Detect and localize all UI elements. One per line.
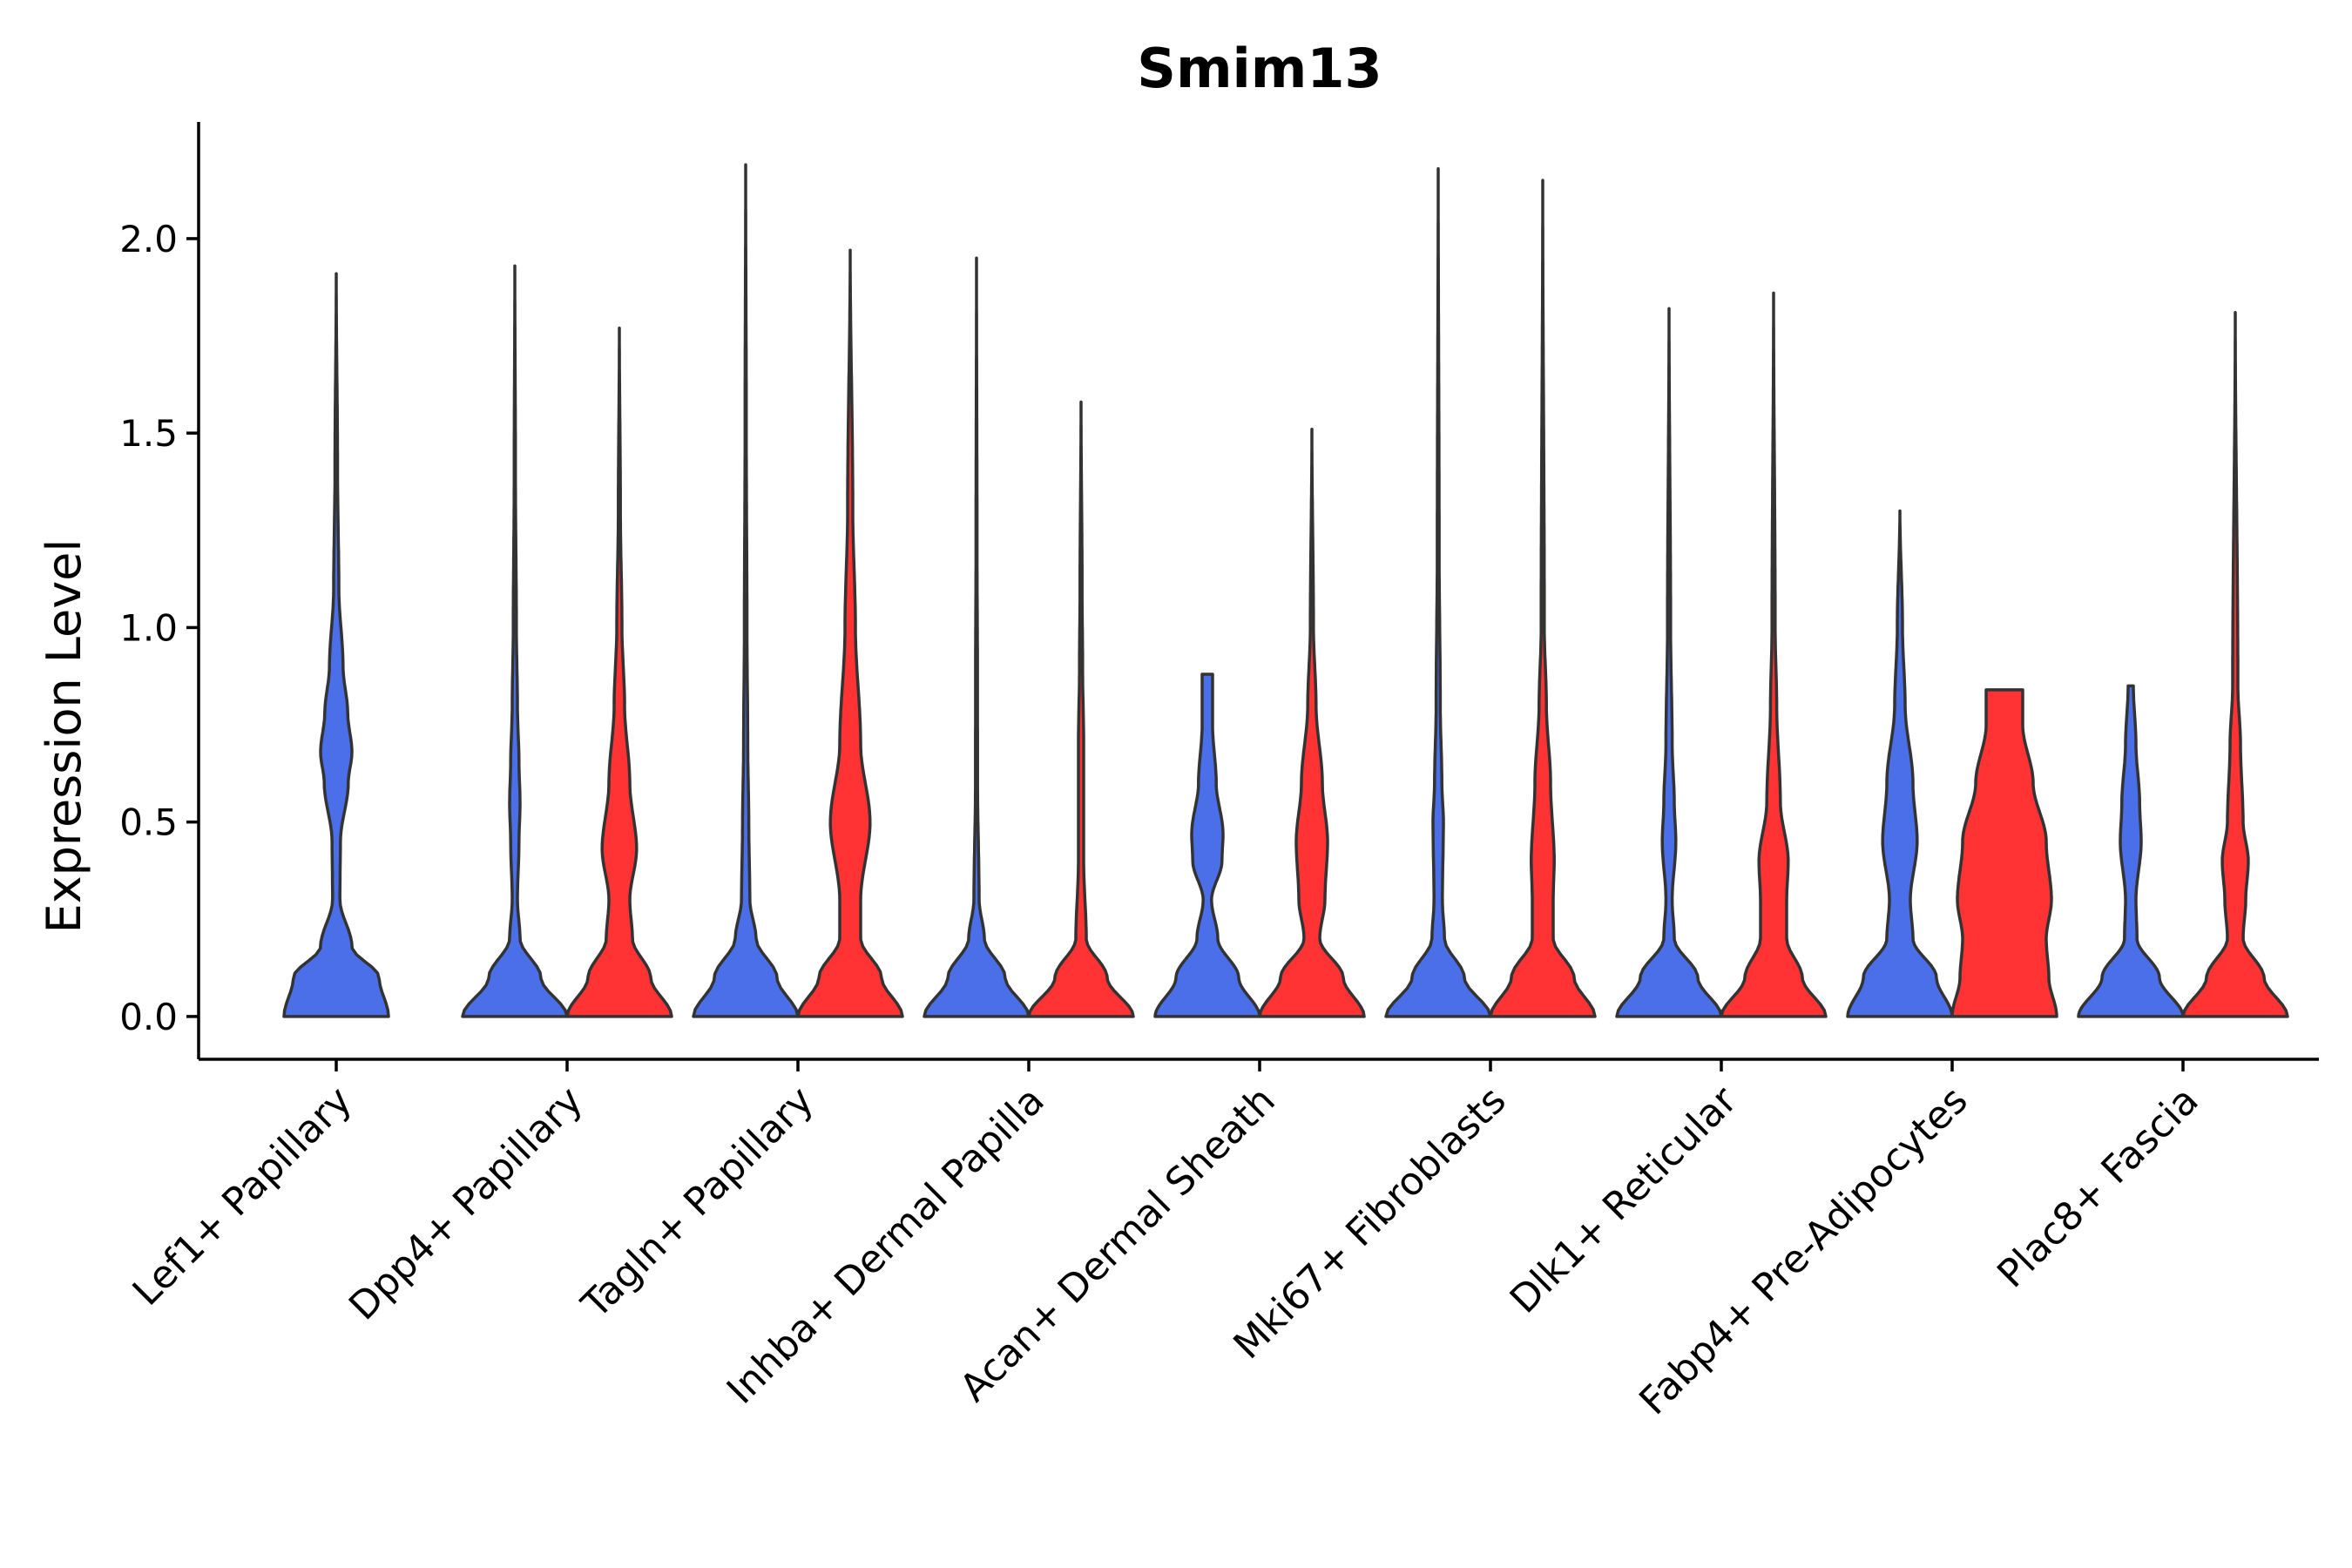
violin-red-7 — [1720, 291, 1828, 1018]
violin-blue-4 — [923, 256, 1031, 1018]
x-tick-label: Lef1+ Papillary — [125, 1078, 361, 1315]
x-tick-label: Dlk1+ Reticular — [1502, 1078, 1747, 1322]
violin-blue-8 — [1846, 509, 1954, 1018]
violin-blue-6 — [1384, 166, 1492, 1018]
y-ticks-group: 0.0 0.5 1.0 1.5 2.0 — [119, 218, 199, 1038]
violin-red-5 — [1258, 427, 1366, 1018]
violin-blue-2 — [461, 264, 569, 1018]
y-tick-label: 1.0 — [119, 606, 178, 649]
y-tick-label: 0.5 — [119, 801, 178, 844]
chart-title: Smim13 — [1137, 37, 1382, 100]
violin-blue-9 — [2077, 684, 2185, 1018]
violin-blue-3 — [692, 163, 800, 1018]
x-tick-label: Tagln+ Papillary — [573, 1078, 822, 1328]
x-tick-label: Plac8+ Fascia — [1989, 1078, 2207, 1297]
violin-blue-7 — [1615, 307, 1723, 1018]
violin-red-9 — [2181, 311, 2289, 1018]
y-tick-label: 1.5 — [119, 412, 178, 455]
violin-red-6 — [1489, 179, 1597, 1018]
violin-blue-5 — [1153, 672, 1261, 1018]
violin-red-2 — [565, 326, 673, 1018]
violin-blue-1 — [282, 272, 390, 1018]
y-tick-label: 2.0 — [119, 218, 178, 260]
violin-red-8 — [1950, 688, 2058, 1018]
y-axis-label: Expression Level — [37, 539, 91, 934]
violin-red-4 — [1027, 400, 1135, 1018]
violin-red-3 — [796, 248, 904, 1018]
y-tick-label: 0.0 — [119, 996, 178, 1038]
x-tick-label: Dpp4+ Papillary — [341, 1078, 591, 1329]
violins-group — [282, 163, 2289, 1018]
